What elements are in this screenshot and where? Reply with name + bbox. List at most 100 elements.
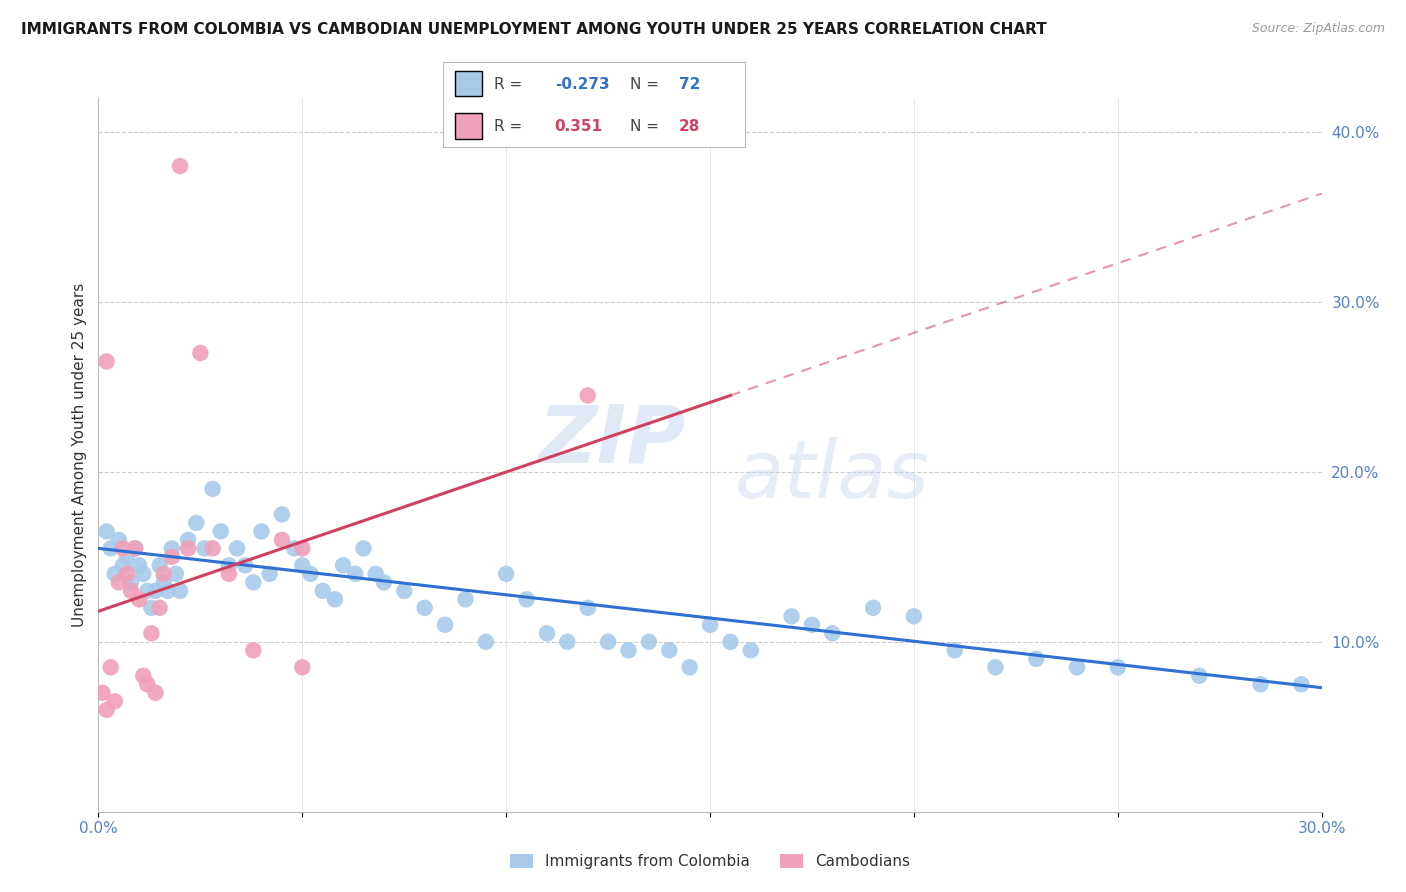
Point	[145, 686, 167, 700]
Point	[740, 643, 762, 657]
Point	[218, 566, 240, 581]
FancyBboxPatch shape	[456, 71, 482, 96]
Point	[186, 516, 208, 530]
Point	[903, 609, 925, 624]
Text: Source: ZipAtlas.com: Source: ZipAtlas.com	[1251, 22, 1385, 36]
Point	[209, 524, 232, 539]
Point	[96, 703, 118, 717]
Text: R =: R =	[495, 77, 523, 92]
Point	[413, 600, 436, 615]
Point	[821, 626, 844, 640]
Point	[108, 533, 131, 547]
Point	[598, 635, 620, 649]
Point	[111, 558, 134, 573]
Point	[352, 541, 374, 556]
Point	[100, 541, 122, 556]
Text: R =: R =	[495, 119, 523, 134]
Point	[152, 575, 174, 590]
Point	[242, 643, 264, 657]
Point	[128, 592, 150, 607]
Point	[638, 635, 661, 649]
Point	[536, 626, 558, 640]
Point	[177, 541, 200, 556]
Point	[291, 541, 314, 556]
Point	[136, 677, 159, 691]
Point	[495, 566, 517, 581]
Text: atlas: atlas	[735, 437, 929, 516]
Point	[1291, 677, 1313, 691]
Point	[104, 694, 127, 708]
Point	[141, 600, 163, 615]
Point	[104, 566, 127, 581]
Point	[124, 541, 146, 556]
Point	[576, 388, 599, 402]
Point	[201, 541, 224, 556]
Text: 72: 72	[679, 77, 700, 92]
Legend: Immigrants from Colombia, Cambodians: Immigrants from Colombia, Cambodians	[503, 848, 917, 875]
Point	[434, 617, 457, 632]
Text: 0.351: 0.351	[555, 119, 603, 134]
Text: N =: N =	[630, 77, 659, 92]
Point	[344, 566, 367, 581]
Point	[91, 686, 114, 700]
Point	[188, 346, 212, 360]
Point	[242, 575, 264, 590]
Point	[323, 592, 346, 607]
Point	[115, 566, 138, 581]
Point	[364, 566, 387, 581]
Point	[141, 626, 163, 640]
Point	[299, 566, 322, 581]
Point	[124, 541, 146, 556]
Point	[699, 617, 721, 632]
Point	[373, 575, 395, 590]
Point	[149, 558, 172, 573]
Y-axis label: Unemployment Among Youth under 25 years: Unemployment Among Youth under 25 years	[72, 283, 87, 627]
Point	[576, 600, 599, 615]
Text: N =: N =	[630, 119, 659, 134]
Point	[291, 660, 314, 674]
Text: IMMIGRANTS FROM COLOMBIA VS CAMBODIAN UNEMPLOYMENT AMONG YOUTH UNDER 25 YEARS CO: IMMIGRANTS FROM COLOMBIA VS CAMBODIAN UN…	[21, 22, 1047, 37]
Point	[1249, 677, 1271, 691]
Point	[474, 635, 498, 649]
Point	[259, 566, 281, 581]
Point	[943, 643, 966, 657]
Point	[291, 558, 314, 573]
Point	[1107, 660, 1129, 674]
Point	[658, 643, 681, 657]
Point	[128, 558, 150, 573]
Point	[557, 635, 579, 649]
Point	[100, 660, 122, 674]
Point	[312, 583, 335, 598]
Point	[156, 583, 179, 598]
Point	[679, 660, 702, 674]
Text: -0.273: -0.273	[555, 77, 609, 92]
Point	[152, 566, 174, 581]
Point	[120, 583, 142, 598]
Point	[780, 609, 803, 624]
Point	[201, 482, 224, 496]
Point	[165, 566, 187, 581]
Point	[132, 566, 155, 581]
Point	[1188, 669, 1211, 683]
Point	[111, 541, 134, 556]
Point	[233, 558, 256, 573]
Point	[332, 558, 354, 573]
Point	[169, 159, 191, 173]
Point	[617, 643, 640, 657]
Point	[984, 660, 1007, 674]
FancyBboxPatch shape	[456, 113, 482, 139]
Point	[145, 583, 167, 598]
Point	[169, 583, 191, 598]
Text: ZIP: ZIP	[538, 401, 686, 480]
Point	[270, 533, 294, 547]
Point	[193, 541, 215, 556]
Point	[801, 617, 824, 632]
Point	[392, 583, 416, 598]
Point	[120, 575, 142, 590]
Point	[720, 635, 742, 649]
Point	[862, 600, 884, 615]
Point	[132, 669, 155, 683]
Point	[136, 583, 159, 598]
Point	[454, 592, 477, 607]
Point	[108, 575, 131, 590]
